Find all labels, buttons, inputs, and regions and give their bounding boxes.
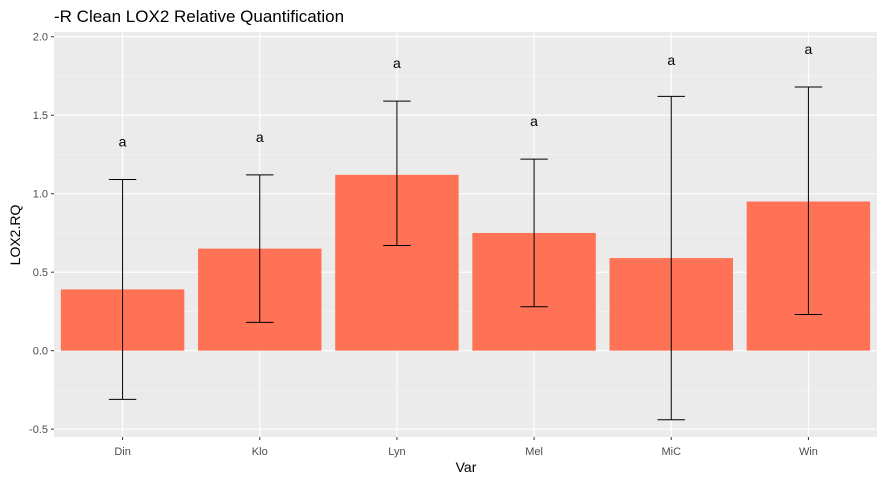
- y-tick-label: 2.0: [33, 32, 48, 44]
- x-axis-title: Var: [456, 459, 477, 475]
- x-tick-label: Win: [799, 446, 818, 458]
- x-tick-label: Klo: [252, 446, 268, 458]
- significance-label: a: [805, 41, 813, 57]
- significance-label: a: [667, 52, 675, 68]
- significance-label: a: [530, 113, 538, 129]
- x-tick-label: MiC: [661, 446, 681, 458]
- x-tick-label: Lyn: [388, 446, 405, 458]
- significance-label: a: [393, 55, 401, 71]
- chart-title: -R Clean LOX2 Relative Quantification: [54, 7, 344, 26]
- minor-gridlines: [54, 75, 877, 391]
- significance-label: a: [256, 129, 264, 145]
- x-tick-label: Din: [114, 446, 131, 458]
- error-bars: [108, 86, 823, 421]
- plot-panel: [54, 32, 877, 437]
- x-axis: Din Klo Lyn Mel MiC Win: [114, 437, 818, 458]
- y-tick-label: 1.0: [33, 189, 48, 201]
- y-axis: -0.5 0.0 0.5 1.0 1.5 2.0: [29, 32, 54, 436]
- y-tick-label: 0.5: [33, 267, 48, 279]
- y-tick-label: 0.0: [33, 346, 48, 358]
- y-tick-label: -0.5: [29, 424, 48, 436]
- y-tick-label: 1.5: [33, 110, 48, 122]
- significance-labels: a a a a a a: [119, 41, 813, 150]
- x-tick-label: Mel: [525, 446, 543, 458]
- significance-label: a: [119, 134, 127, 150]
- y-axis-title: LOX2.RQ: [7, 205, 23, 266]
